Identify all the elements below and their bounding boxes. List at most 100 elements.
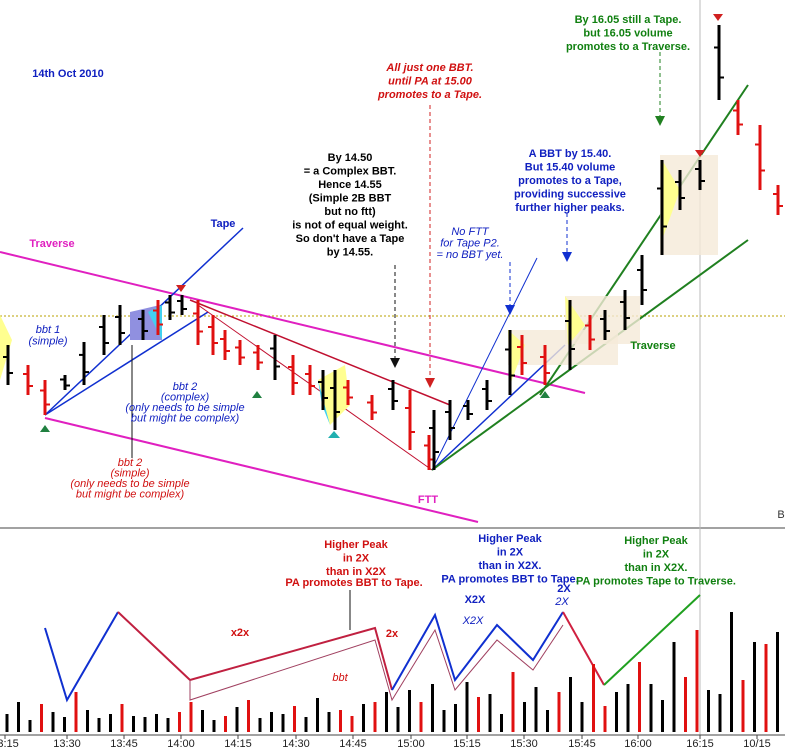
annotation: bbt [332,672,348,684]
zone [662,160,680,240]
annotation: (only needs to be simple [125,402,244,414]
annotation: But 15.40 volume [525,161,615,173]
marker [40,425,50,432]
annotation: X2X [465,594,486,606]
annotation: is not of equal weight. [292,219,408,231]
annotation: promotes to a Tape, [518,175,622,187]
arrow-head [562,252,572,262]
time-label: 13:45 [110,738,138,750]
annotation: PA promotes BBT to Tape. [285,577,422,589]
marker [252,391,262,398]
annotation: providing successive [514,188,626,200]
traverse-line [44,417,479,523]
annotation: bbt 1 [36,324,60,336]
annotation: Higher Peak [324,539,388,551]
annotation: Traverse [630,340,675,352]
annotation: (only needs to be simple [70,478,189,490]
markers [40,14,723,438]
annotation: promotes to a Tape. [377,89,482,101]
annotation: for Tape P2. [440,237,500,249]
marker [713,14,723,21]
volume-lines [44,594,701,703]
arrow-head [425,378,435,388]
arrow-head [505,305,515,315]
annotation: Higher Peak [478,533,542,545]
volume-line [562,611,605,686]
time-label: 16:15 [686,738,714,750]
marker [328,431,340,438]
highlights [0,155,718,425]
arrows [131,52,665,630]
time-label: 15:30 [510,738,538,750]
arrow-head [655,116,665,126]
annotation: (Simple 2B BBT [309,192,392,204]
annotation: A BBT by 15.40. [529,148,612,160]
time-label: 13:15 [0,738,19,750]
annotation: than in X2X. [479,560,542,572]
time-label: 10/15 [743,738,771,750]
time-label: 14:15 [224,738,252,750]
annotation: than in X2X [326,566,387,578]
annotation: (simple) [28,335,67,347]
annotation: 2x [386,628,399,640]
annotation: FTT [418,494,438,506]
annotation: in 2X [497,546,524,558]
time-label: 13:30 [53,738,81,750]
marker [540,391,550,398]
marker [176,285,186,292]
annotation: Hence 14.55 [318,179,382,191]
time-label: 14:30 [282,738,310,750]
date-label: 14th Oct 2010 [32,68,104,80]
annotation: but no ftt) [324,206,376,218]
annotation: Tape [211,218,236,230]
annotation: in 2X [643,548,670,560]
annotation: Higher Peak [624,535,688,547]
time-label: 15:15 [453,738,481,750]
time-label: 14:45 [339,738,367,750]
annotation: 2X [557,583,571,595]
annotation: in 2X [343,552,370,564]
annotation: but 16.05 volume [583,27,672,39]
annotation: until PA at 15.00 [388,75,473,87]
annotation: All just one BBT. [385,62,473,74]
annotation: but might be complex) [131,412,240,424]
marker [695,150,705,157]
tape-line [197,304,433,471]
tape-line [431,344,566,471]
annotation: bbt 2 [173,381,197,393]
tape-line [189,299,451,406]
annotation: but might be complex) [76,488,185,500]
volume-line [117,611,393,691]
time-label: 15:45 [568,738,596,750]
zone [0,315,12,380]
annotation: By 14.50 [328,152,373,164]
annotation: = no BBT yet. [437,249,504,261]
tape-line [44,311,209,416]
volume-line [603,594,701,686]
annotation: So don't have a Tape [296,233,405,245]
annotation: By 16.05 still a Tape. [575,14,682,26]
annotation: by 14.55. [327,246,373,258]
annotation: No FTT [451,226,490,238]
traverse-line [0,251,586,394]
arrow-head [390,358,400,368]
volume-line [391,611,564,691]
volume-line [189,624,564,702]
volume-line [44,611,119,703]
time-label: 16:00 [624,738,652,750]
annotation: (complex) [161,391,210,403]
annotation: promotes to a Traverse. [566,41,690,53]
annotation: bbt 2 [118,457,142,469]
annotation: 2X [554,596,569,608]
time-label: 15:00 [397,738,425,750]
annotation: = a Complex BBT. [304,165,397,177]
annotation: than in X2X. [625,562,688,574]
annotation: PA promotes Tape to Traverse. [576,575,736,587]
annotation: x2x [231,627,250,639]
annotation: B [777,509,784,521]
annotation: Traverse [29,238,74,250]
annotation: (simple) [110,467,149,479]
annotation: further higher peaks. [515,202,624,214]
annotation: PA promotes BBT to Tape. [441,573,578,585]
